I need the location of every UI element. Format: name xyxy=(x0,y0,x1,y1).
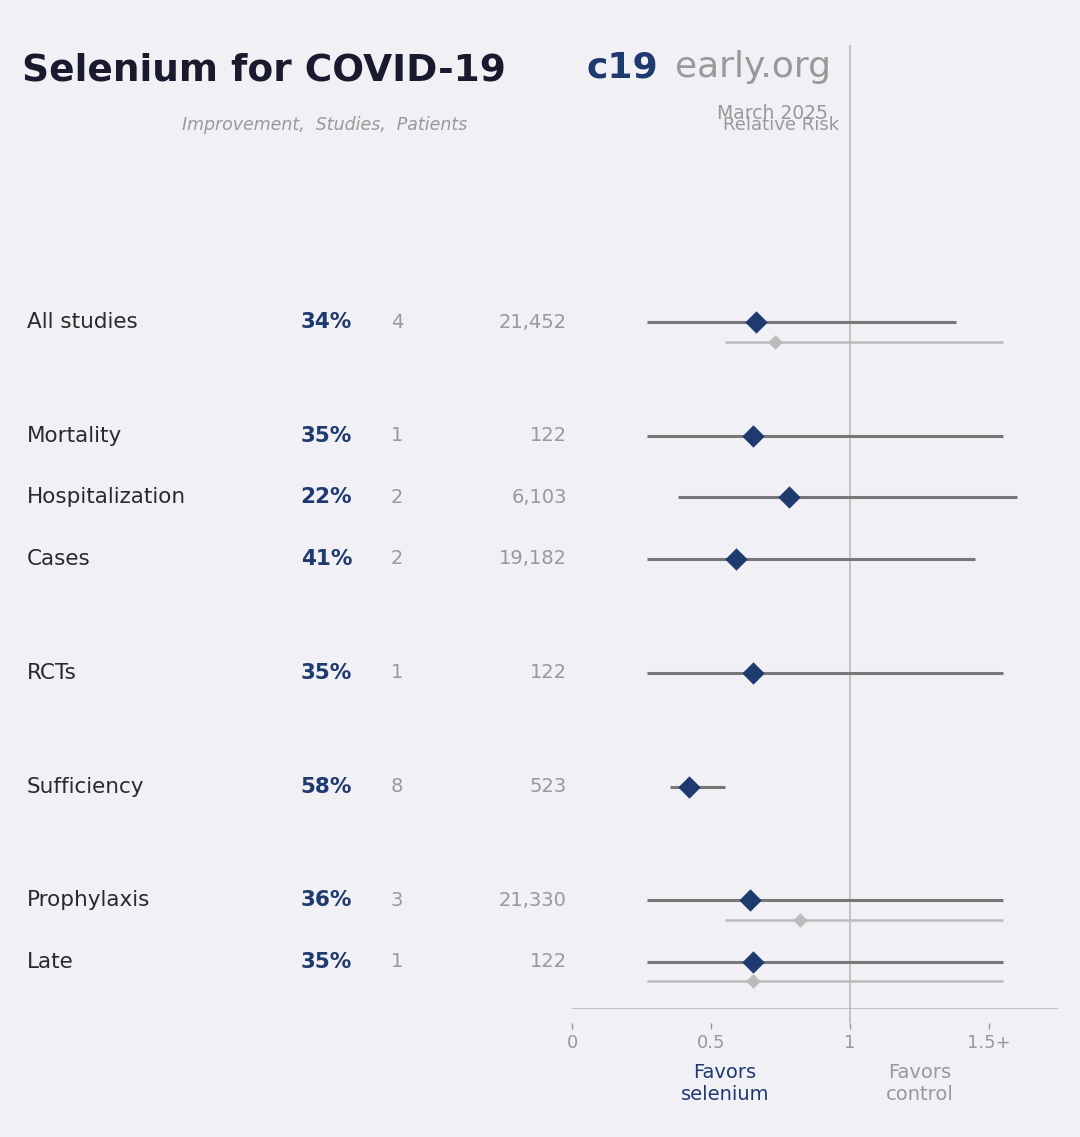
Point xyxy=(744,426,761,445)
Text: RCTs: RCTs xyxy=(27,663,77,682)
Text: 122: 122 xyxy=(530,663,567,682)
Text: 36%: 36% xyxy=(300,890,352,911)
Point xyxy=(744,664,761,682)
Text: 2: 2 xyxy=(391,488,403,507)
Text: March 2025: March 2025 xyxy=(717,103,827,123)
Text: 22%: 22% xyxy=(300,488,352,507)
Text: 34%: 34% xyxy=(301,313,352,332)
Text: 41%: 41% xyxy=(300,549,352,568)
Text: 21,330: 21,330 xyxy=(499,890,567,910)
Text: early.org: early.org xyxy=(675,50,832,84)
Text: 122: 122 xyxy=(530,953,567,971)
Point xyxy=(747,313,765,331)
Text: 3: 3 xyxy=(391,890,403,910)
Text: 1: 1 xyxy=(391,953,403,971)
Text: 35%: 35% xyxy=(301,952,352,972)
Text: Improvement,  Studies,  Patients: Improvement, Studies, Patients xyxy=(181,116,468,134)
Text: Favors
selenium: Favors selenium xyxy=(680,1063,769,1104)
Text: 1: 1 xyxy=(391,663,403,682)
Point xyxy=(767,333,784,351)
Text: 21,452: 21,452 xyxy=(499,313,567,332)
Text: 58%: 58% xyxy=(300,777,352,797)
Text: Mortality: Mortality xyxy=(27,426,122,446)
Text: Cases: Cases xyxy=(27,549,91,568)
Point xyxy=(792,911,809,929)
Text: 35%: 35% xyxy=(301,663,352,682)
Text: 8: 8 xyxy=(391,777,403,796)
Text: 4: 4 xyxy=(391,313,403,332)
Point xyxy=(744,972,761,990)
Text: Prophylaxis: Prophylaxis xyxy=(27,890,150,911)
Point xyxy=(744,953,761,971)
Point xyxy=(781,489,798,507)
Text: 122: 122 xyxy=(530,426,567,446)
Text: 35%: 35% xyxy=(301,426,352,446)
Text: 19,182: 19,182 xyxy=(499,549,567,568)
Point xyxy=(742,891,759,910)
Text: 1: 1 xyxy=(391,426,403,446)
Text: 6,103: 6,103 xyxy=(512,488,567,507)
Text: Late: Late xyxy=(27,952,73,972)
Text: 2: 2 xyxy=(391,549,403,568)
Point xyxy=(728,550,745,568)
Text: All studies: All studies xyxy=(27,313,138,332)
Text: Selenium for COVID-19: Selenium for COVID-19 xyxy=(22,52,505,88)
Text: Hospitalization: Hospitalization xyxy=(27,488,186,507)
Text: c19: c19 xyxy=(586,50,658,84)
Text: Relative Risk: Relative Risk xyxy=(723,116,839,134)
Text: 523: 523 xyxy=(529,777,567,796)
Text: Sufficiency: Sufficiency xyxy=(27,777,145,797)
Point xyxy=(680,778,698,796)
Text: Favors
control: Favors control xyxy=(886,1063,954,1104)
